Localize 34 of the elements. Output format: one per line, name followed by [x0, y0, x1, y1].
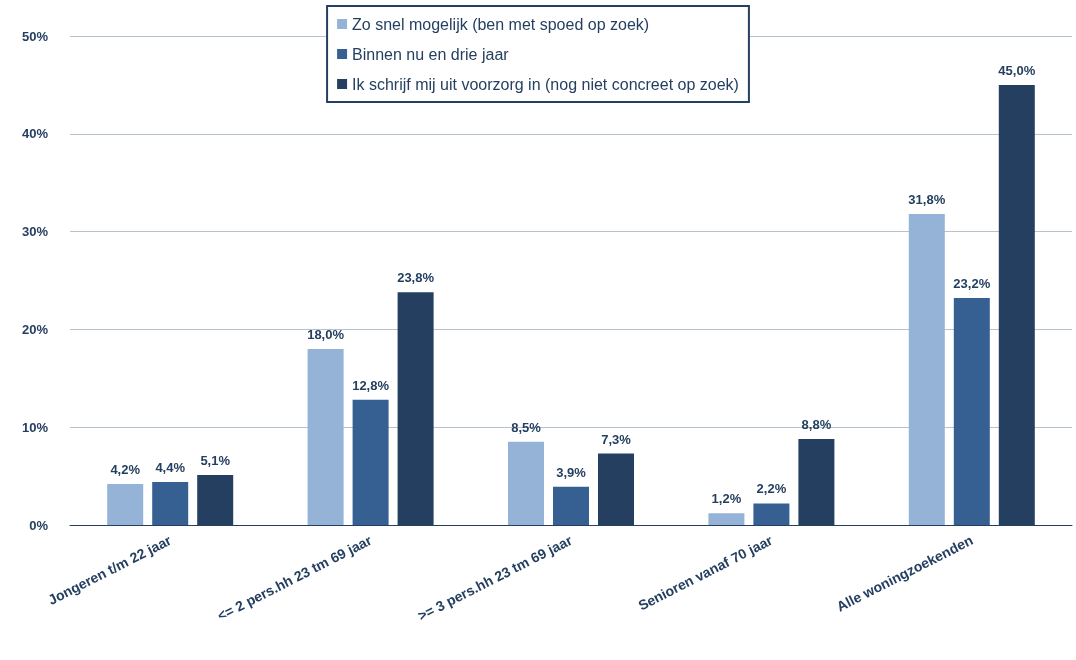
y-tick-label: 50%: [21, 28, 49, 44]
data-label: 2,2%: [756, 481, 787, 497]
bar: [753, 503, 790, 525]
bar: [908, 214, 945, 525]
y-tick-label: 20%: [21, 321, 49, 337]
bar: [352, 399, 389, 525]
data-label: 23,8%: [397, 270, 435, 286]
data-label: 1,2%: [711, 491, 742, 507]
bar: [553, 486, 589, 525]
data-label: 45,0%: [998, 62, 1036, 78]
legend-label: Ik schrijf mij uit voorzorg in (nog niet concreet op zoek): [352, 75, 739, 93]
data-label: 3,9%: [556, 464, 587, 480]
data-label: 18,0%: [307, 326, 345, 342]
bar: [708, 513, 745, 525]
y-tick-label: 10%: [21, 419, 49, 435]
data-label: 4,4%: [155, 459, 186, 475]
data-label: 23,2%: [953, 276, 991, 292]
bar: [508, 441, 544, 525]
bar: [152, 481, 189, 525]
y-tick-label: 0%: [29, 517, 49, 533]
data-label: 5,1%: [200, 453, 231, 469]
data-label: 31,8%: [908, 192, 946, 207]
bar: [107, 483, 144, 525]
data-label: 8,5%: [511, 419, 542, 435]
data-label: 12,8%: [352, 377, 390, 393]
data-label: 7,3%: [601, 431, 632, 447]
legend-label: Binnen nu en drie jaar: [352, 45, 510, 63]
y-tick-label: 40%: [21, 126, 49, 142]
data-label: 8,8%: [801, 416, 832, 432]
bar: [307, 348, 344, 525]
legend-label: Zo snel mogelijk (ben met spoed op zoek): [352, 15, 650, 33]
y-tick-label: 30%: [21, 224, 49, 240]
data-label: 4,2%: [110, 461, 141, 477]
bar: [953, 298, 990, 525]
